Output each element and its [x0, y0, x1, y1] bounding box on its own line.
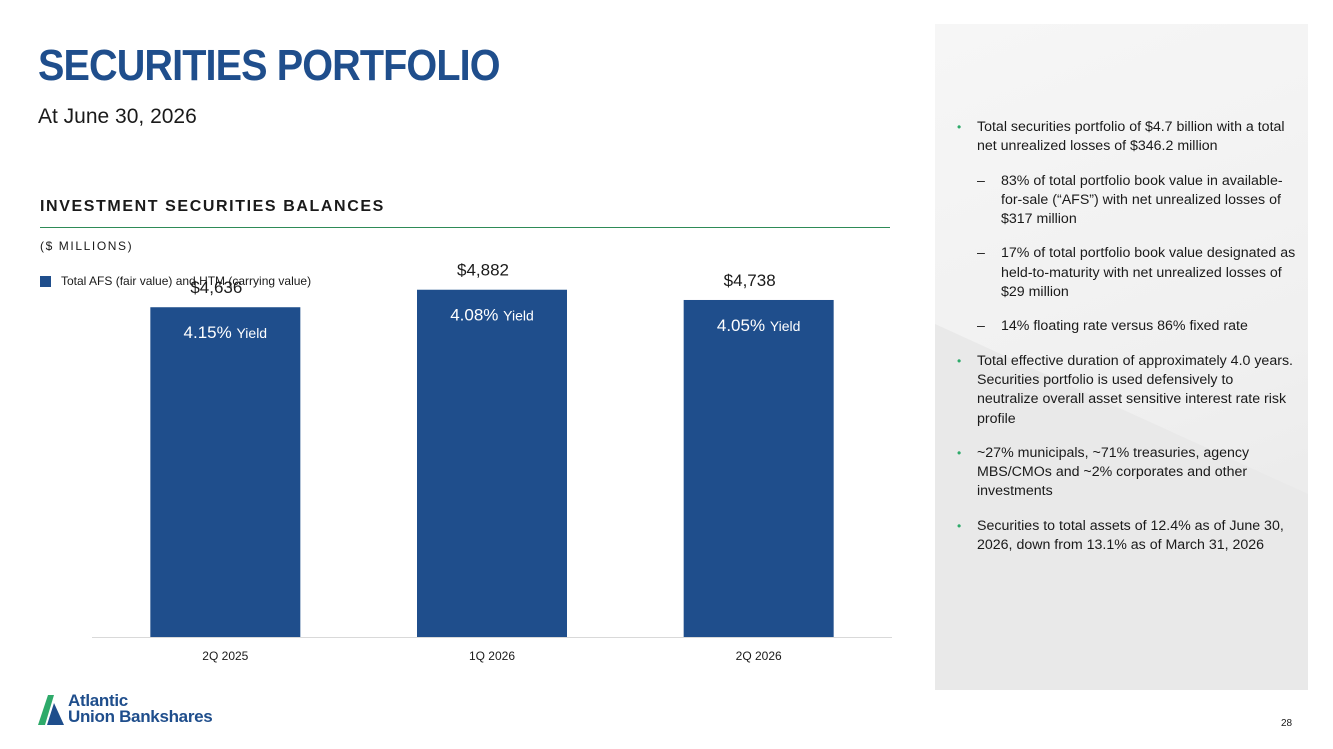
page-title: SECURITIES PORTFOLIO [38, 41, 501, 90]
bar-2 [417, 289, 567, 637]
sub-bullet-item: –14% floating rate versus 86% fixed rate [957, 317, 1297, 336]
chart-legend: Total AFS (fair value) and HTM (carrying… [40, 274, 311, 288]
logo-line-2: Union Bankshares [68, 707, 213, 726]
dash-marker: – [977, 318, 985, 335]
bullet-text: Total securities portfolio of $4.7 billi… [977, 119, 1285, 155]
legend-swatch [40, 275, 51, 287]
bullet-text: 83% of total portfolio book value in ava… [1001, 172, 1283, 228]
legend-label: Total AFS (fair value) and HTM (carrying… [61, 274, 312, 288]
summary-panel: • Total securities portfolio of $4.7 bill… [935, 24, 1308, 690]
bullet-item: • Securities to total assets of 12.4% as … [957, 517, 1297, 556]
sub-bullet-item: –17% of total portfolio book value desig… [957, 244, 1297, 302]
bullet-text: 14% floating rate versus 86% fixed rate [1001, 318, 1248, 335]
yield-label-2: 4.08% Yield [450, 306, 534, 325]
bullet-marker: • [957, 445, 962, 460]
yield-label-3: 4.05% Yield [717, 316, 801, 335]
bullet-item: • Total effective duration of approximate… [957, 352, 1297, 429]
section-title: INVESTMENT SECURITIES BALANCES [40, 198, 385, 215]
data-label-2: $4,882 [457, 261, 509, 280]
dash-marker: – [977, 172, 985, 189]
units-label: ($ MILLIONS) [40, 239, 134, 253]
bullet-item: • ~27% municipals, ~71% treasuries, agenc… [957, 444, 1297, 502]
bar-1 [150, 307, 301, 637]
dash-marker: – [977, 245, 985, 262]
bar-3 [683, 299, 834, 637]
bullet-marker: • [957, 120, 962, 134]
yield-label-1: 4.15% Yield [184, 323, 268, 342]
data-label-3: $4,738 [724, 271, 776, 290]
x-tick-label-1: 2Q 2025 [202, 649, 248, 663]
logo-line-1: Atlantic [68, 691, 128, 710]
panel-background-shape [935, 324, 1308, 690]
bullet-text: ~27% municipals, ~71% treasuries, agency… [977, 444, 1250, 500]
bullet-text: Total effective duration of approximatel… [977, 352, 1293, 427]
bullet-item: • Total securities portfolio of $4.7 bill… [957, 118, 1297, 157]
company-logo: Atlantic Union Bankshares [38, 691, 213, 726]
bullet-marker: • [957, 518, 962, 533]
bullet-marker: • [957, 353, 962, 368]
x-tick-label-2: 1Q 2026 [469, 649, 515, 663]
logo-mark-icon [38, 695, 64, 725]
section-divider [40, 227, 890, 228]
x-tick-label-3: 2Q 2026 [736, 649, 782, 663]
bullet-text: 17% of total portfolio book value design… [1001, 245, 1296, 301]
sub-bullet-item: –83% of total portfolio book value in av… [957, 172, 1297, 230]
data-label-1: $4,636 [190, 278, 242, 297]
bullet-text: Securities to total assets of 12.4% as o… [977, 517, 1284, 554]
page-number: 28 [1281, 718, 1293, 729]
page-subtitle: At June 30, 2026 [38, 105, 197, 128]
summary-bullets: • Total securities portfolio of $4.7 bill… [957, 118, 1297, 570]
